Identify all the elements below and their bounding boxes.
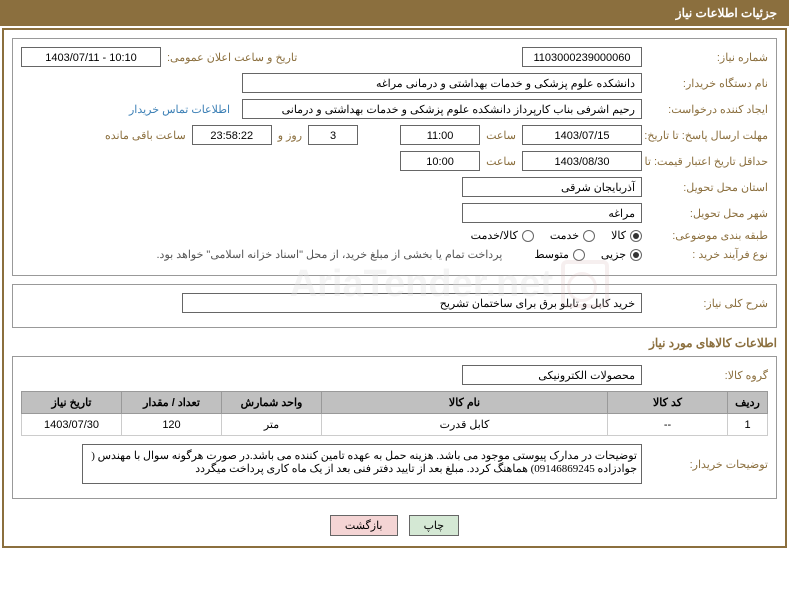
summary-panel: شرح کلی نیاز: خرید کابل و تابلو برق برای… bbox=[12, 284, 777, 328]
radio-icon bbox=[630, 249, 642, 261]
radio-medium[interactable]: متوسط bbox=[534, 248, 585, 261]
buyer-org-label: نام دستگاه خریدار: bbox=[648, 77, 768, 90]
buyer-notes-label: توضیحات خریدار: bbox=[648, 458, 768, 471]
creator-value: رحیم اشرفی بناب کارپرداز دانشکده علوم پز… bbox=[242, 99, 642, 119]
th-date: تاریخ نیاز bbox=[22, 392, 122, 414]
purchase-type-radios: جزیی متوسط bbox=[534, 248, 642, 261]
creator-label: ایجاد کننده درخواست: bbox=[648, 103, 768, 116]
print-button[interactable]: چاپ bbox=[409, 515, 460, 536]
remaining-time-value: 23:58:22 bbox=[192, 125, 272, 145]
cell-qty: 120 bbox=[122, 414, 222, 436]
payment-note: پرداخت تمام یا بخشی از مبلغ خرید، از محل… bbox=[157, 248, 503, 261]
subject-class-radios: کالا خدمت کالا/خدمت bbox=[471, 229, 642, 242]
hour-label-2: ساعت bbox=[486, 155, 516, 168]
buyer-org-value: دانشکده علوم پزشکی و خدمات بهداشتی و درم… bbox=[242, 73, 642, 93]
table-header-row: ردیف کد کالا نام کالا واحد شمارش تعداد /… bbox=[22, 392, 768, 414]
purchase-type-label: نوع فرآیند خرید : bbox=[648, 248, 768, 261]
need-number-label: شماره نیاز: bbox=[648, 51, 768, 64]
need-number-value: 1103000239000060 bbox=[522, 47, 642, 67]
goods-section-heading: اطلاعات کالاهای مورد نیاز bbox=[12, 336, 777, 350]
remaining-days-value: 3 bbox=[308, 125, 358, 145]
price-validity-label: حداقل تاریخ اعتبار قیمت: تا تاریخ: bbox=[648, 155, 768, 168]
goods-group-label: گروه کالا: bbox=[648, 369, 768, 382]
delivery-province-value: آذربایجان شرقی bbox=[462, 177, 642, 197]
th-name: نام کالا bbox=[322, 392, 608, 414]
cell-date: 1403/07/30 bbox=[22, 414, 122, 436]
delivery-city-value: مراغه bbox=[462, 203, 642, 223]
radio-goods-label: کالا bbox=[611, 229, 626, 242]
goods-table: ردیف کد کالا نام کالا واحد شمارش تعداد /… bbox=[21, 391, 768, 436]
main-panel: شماره نیاز: 1103000239000060 تاریخ و ساع… bbox=[2, 28, 787, 548]
radio-goods-service-label: کالا/خدمت bbox=[471, 229, 518, 242]
th-row: ردیف bbox=[728, 392, 768, 414]
price-validity-date: 1403/08/30 bbox=[522, 151, 642, 171]
button-row: چاپ بازگشت bbox=[12, 507, 777, 538]
response-deadline-label: مهلت ارسال پاسخ: تا تاریخ: bbox=[648, 129, 768, 142]
details-panel: شماره نیاز: 1103000239000060 تاریخ و ساع… bbox=[12, 38, 777, 276]
radio-icon bbox=[583, 230, 595, 242]
contact-buyer-link[interactable]: اطلاعات تماس خریدار bbox=[123, 103, 236, 116]
cell-code: -- bbox=[608, 414, 728, 436]
cell-unit: متر bbox=[222, 414, 322, 436]
announce-value: 1403/07/11 - 10:10 bbox=[21, 47, 161, 67]
th-unit: واحد شمارش bbox=[222, 392, 322, 414]
price-validity-hour: 10:00 bbox=[400, 151, 480, 171]
delivery-city-label: شهر محل تحویل: bbox=[648, 207, 768, 220]
response-date-value: 1403/07/15 bbox=[522, 125, 642, 145]
goods-group-value: محصولات الکترونیکی bbox=[462, 365, 642, 385]
radio-icon bbox=[573, 249, 585, 261]
radio-icon bbox=[630, 230, 642, 242]
back-button[interactable]: بازگشت bbox=[330, 515, 398, 536]
buyer-notes-textarea[interactable] bbox=[82, 444, 642, 484]
radio-partial[interactable]: جزیی bbox=[601, 248, 642, 261]
radio-partial-label: جزیی bbox=[601, 248, 626, 261]
hour-label-1: ساعت bbox=[486, 129, 516, 142]
remaining-label: ساعت باقی مانده bbox=[105, 129, 186, 142]
announce-label: تاریخ و ساعت اعلان عمومی: bbox=[167, 51, 297, 64]
days-and-label: روز و bbox=[278, 129, 302, 142]
cell-name: کابل قدرت bbox=[322, 414, 608, 436]
goods-panel: گروه کالا: محصولات الکترونیکی ردیف کد کا… bbox=[12, 356, 777, 499]
delivery-province-label: استان محل تحویل: bbox=[648, 181, 768, 194]
subject-class-label: طبقه بندی موضوعی: bbox=[648, 229, 768, 242]
table-row: 1 -- کابل قدرت متر 120 1403/07/30 bbox=[22, 414, 768, 436]
cell-row: 1 bbox=[728, 414, 768, 436]
radio-goods[interactable]: کالا bbox=[611, 229, 642, 242]
radio-icon bbox=[522, 230, 534, 242]
radio-goods-service[interactable]: کالا/خدمت bbox=[471, 229, 534, 242]
radio-medium-label: متوسط bbox=[534, 248, 569, 261]
radio-service-label: خدمت bbox=[550, 229, 579, 242]
summary-value: خرید کابل و تابلو برق برای ساختمان تشریح bbox=[182, 293, 642, 313]
th-qty: تعداد / مقدار bbox=[122, 392, 222, 414]
radio-service[interactable]: خدمت bbox=[550, 229, 595, 242]
response-hour-value: 11:00 bbox=[400, 125, 480, 145]
th-code: کد کالا bbox=[608, 392, 728, 414]
summary-label: شرح کلی نیاز: bbox=[648, 297, 768, 310]
page-title: جزئیات اطلاعات نیاز bbox=[0, 0, 789, 26]
